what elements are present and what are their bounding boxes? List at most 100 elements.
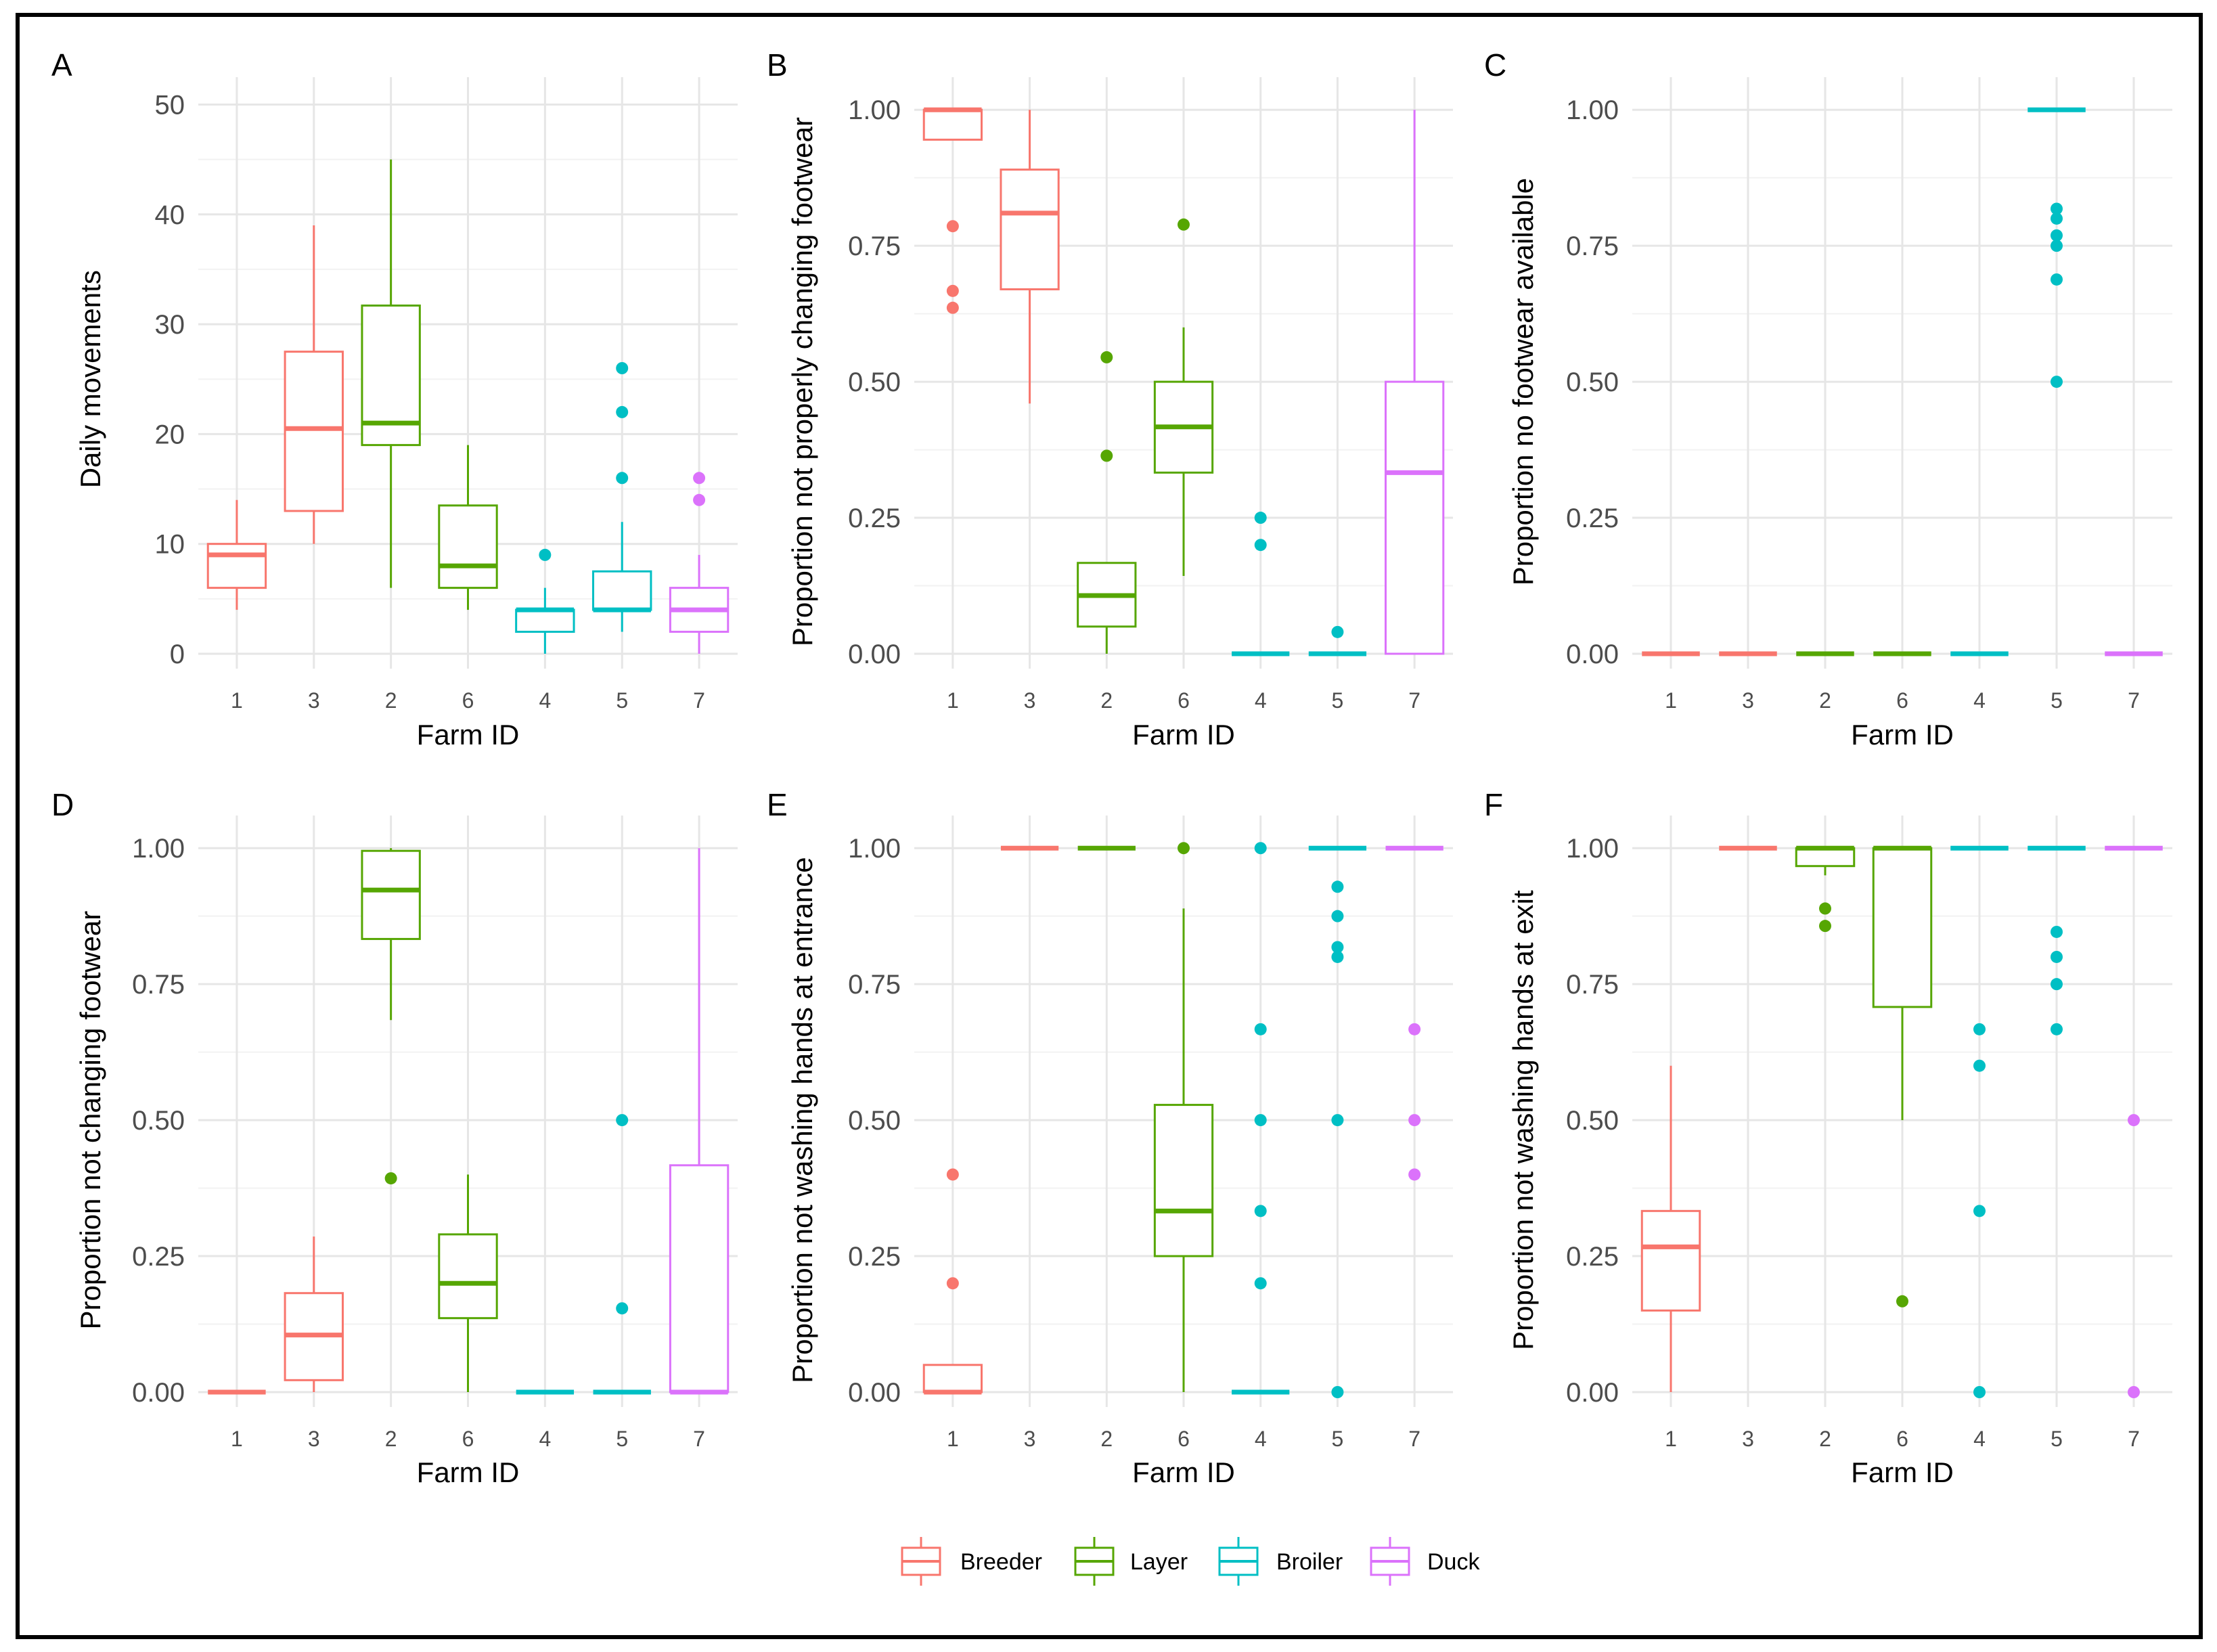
- outlier-point: [2128, 1386, 2140, 1398]
- outlier-point: [1973, 1386, 1986, 1398]
- y-tick-label: 0.75: [1566, 970, 1619, 1000]
- outlier-point: [693, 493, 706, 506]
- outlier-point: [1973, 1205, 1986, 1218]
- box-farm-4: [1950, 845, 2009, 1398]
- outlier-point: [1254, 1277, 1267, 1290]
- y-tick-label: 0.75: [848, 970, 901, 1000]
- panel-E: 0.00 0.25 0.50 0.75 1.00 1 3 2 6 4 5 7 E Farm ID Propo…: [767, 787, 1453, 1488]
- outlier-point: [1254, 842, 1267, 855]
- panel-letter: E: [767, 787, 788, 822]
- x-tick-label: 7: [2128, 1427, 2140, 1451]
- y-tick-label: 1.00: [132, 834, 185, 864]
- box-farm-4: [1232, 512, 1290, 656]
- outlier-point: [1178, 218, 1190, 231]
- box-farm-2: [1077, 351, 1137, 654]
- x-tick-label: 6: [1178, 1427, 1190, 1451]
- outlier-point: [1331, 1114, 1344, 1127]
- y-tick-label: 0.50: [132, 1106, 185, 1136]
- box-farm-5: [2028, 107, 2086, 388]
- x-tick-label: 2: [1100, 688, 1113, 713]
- y-tick-label: 0.75: [132, 970, 185, 1000]
- outlier-point: [2051, 925, 2063, 938]
- x-tick-label: 5: [616, 1427, 628, 1451]
- panel-letter: C: [1484, 47, 1506, 83]
- x-tick-label: 3: [308, 1427, 320, 1451]
- box-iqr: [592, 570, 652, 611]
- y-axis-title: Proportion no footwear available: [1507, 178, 1539, 585]
- panel-letter: B: [767, 47, 788, 83]
- y-tick-label: 0.75: [848, 231, 901, 261]
- outlier-point: [2051, 1023, 2063, 1035]
- x-tick-label: 5: [616, 688, 628, 713]
- x-tick-label: 2: [1100, 1427, 1113, 1451]
- outlier-point: [946, 301, 959, 314]
- box-iqr: [515, 608, 575, 633]
- outlier-point: [1819, 920, 1831, 933]
- box-farm-3: [284, 225, 344, 544]
- box-farm-1: [922, 107, 983, 314]
- outlier-point: [1408, 1114, 1421, 1127]
- x-axis-title: Farm ID: [417, 719, 520, 751]
- x-tick-label: 6: [462, 688, 474, 713]
- y-tick-label: 0.00: [132, 1378, 185, 1408]
- box-iqr: [361, 849, 421, 940]
- x-tick-label: 4: [1255, 688, 1267, 713]
- y-tick-label: 1.00: [848, 834, 901, 864]
- y-tick-label: 0.00: [1566, 640, 1619, 669]
- x-tick-label: 2: [1819, 1427, 1831, 1451]
- legend-item-layer: Layer: [1074, 1537, 1188, 1586]
- outlier-point: [616, 472, 629, 485]
- box-farm-3: [284, 1236, 344, 1392]
- box-farm-3: [1000, 110, 1060, 404]
- outlier-point: [946, 1168, 959, 1181]
- y-tick-label: 0.25: [848, 504, 901, 533]
- x-axis-title: Farm ID: [417, 1456, 520, 1488]
- box-farm-6: [438, 1174, 498, 1392]
- outlier-point: [2051, 978, 2063, 991]
- outlier-point: [2051, 273, 2063, 286]
- outlier-point: [539, 548, 552, 561]
- outlier-point: [1178, 842, 1190, 855]
- y-axis-title: Daily movements: [74, 270, 106, 488]
- outlier-point: [946, 1277, 959, 1290]
- outlier-point: [1331, 910, 1344, 922]
- box-farm-5: [1308, 845, 1367, 1398]
- box-iqr: [1872, 847, 1933, 1008]
- outlier-point: [1408, 1023, 1421, 1035]
- x-axis-title: Farm ID: [1132, 719, 1235, 751]
- outlier-point: [1100, 449, 1113, 462]
- x-tick-label: 4: [1973, 1427, 1986, 1451]
- box-farm-7: [2105, 845, 2163, 1398]
- x-tick-label: 3: [1742, 688, 1754, 713]
- box-farm-2: [1795, 845, 1856, 933]
- x-tick-label: 4: [539, 1427, 551, 1451]
- y-tick-label: 0.75: [1566, 231, 1619, 261]
- outlier-point: [1973, 1023, 1986, 1035]
- y-tick-label: 0.50: [1566, 1106, 1619, 1136]
- x-tick-label: 5: [1332, 1427, 1344, 1451]
- x-tick-label: 3: [1024, 1427, 1036, 1451]
- outlier-point: [1973, 1059, 1986, 1072]
- panel-C: 0.00 0.25 0.50 0.75 1.00 1 3 2 6 4 5 7 C Farm ID Propo…: [1484, 47, 2172, 751]
- y-tick-label: 0: [170, 640, 185, 669]
- outlier-point: [616, 1114, 629, 1127]
- y-tick-label: 0.25: [132, 1242, 185, 1272]
- x-axis-title: Farm ID: [1851, 1456, 1954, 1488]
- box-farm-1: [922, 1168, 983, 1395]
- x-tick-label: 6: [1896, 688, 1908, 713]
- outlier-point: [946, 284, 959, 297]
- x-tick-label: 1: [1665, 688, 1677, 713]
- y-tick-label: 40: [155, 200, 185, 230]
- panel-F: 0.00 0.25 0.50 0.75 1.00 1 3 2 6 4 5 7 F Farm ID Propo…: [1484, 787, 2172, 1488]
- box-iqr: [206, 543, 267, 589]
- outlier-point: [1254, 1114, 1267, 1127]
- box-iqr: [669, 1164, 730, 1393]
- figure-border: [16, 13, 2203, 1639]
- y-tick-label: 0.50: [1566, 367, 1619, 397]
- y-axis-title: Proportion not properly changing footwea…: [786, 117, 818, 646]
- box-iqr: [438, 504, 498, 589]
- y-tick-label: 10: [155, 530, 185, 560]
- outlier-point: [1408, 1168, 1421, 1181]
